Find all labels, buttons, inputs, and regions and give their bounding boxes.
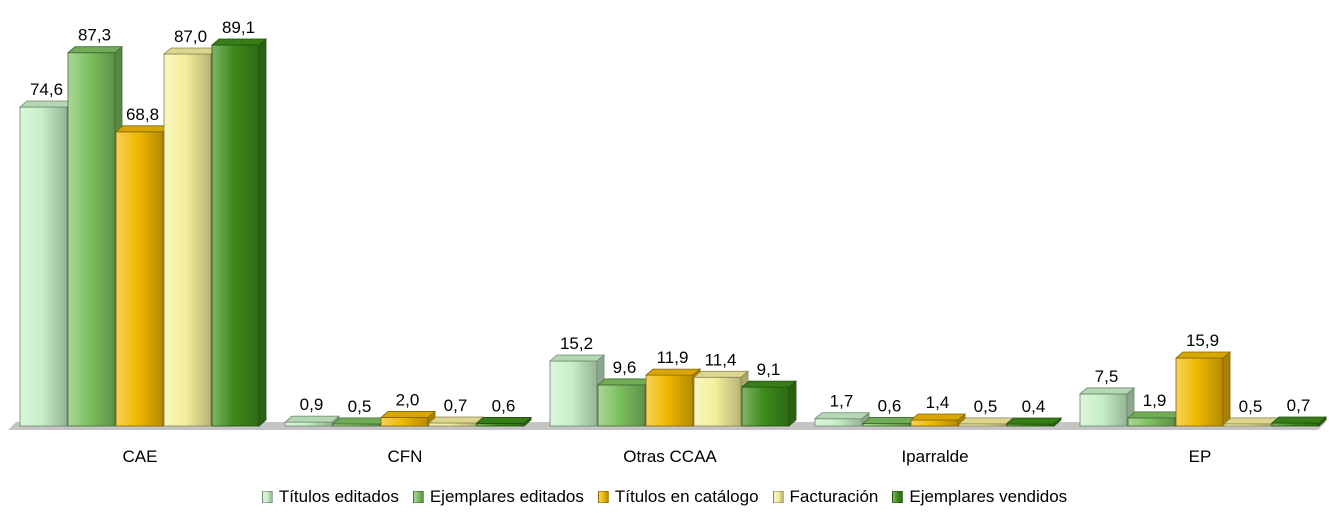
legend-swatch xyxy=(597,491,609,503)
data-label: 0,4 xyxy=(1022,397,1046,416)
bar-iparralde-series-3 xyxy=(957,416,1015,427)
data-label: 68,8 xyxy=(126,105,159,124)
data-labels-group: 74,6 87,3 68,8 87,0 89,1 0,9 0,5 2,0 0,7 0,6 15,2 9… xyxy=(30,18,1310,416)
data-label: 0,6 xyxy=(878,396,902,415)
bar-ep-series-2 xyxy=(1174,351,1232,427)
legend: Títulos editados Ejemplares editados Títul… xyxy=(0,484,1329,510)
legend-label: Ejemplares editados xyxy=(429,487,584,506)
data-label: 9,1 xyxy=(757,360,781,379)
data-label: 11,4 xyxy=(705,350,737,369)
data-label: 0,5 xyxy=(974,397,998,416)
data-label: 1,4 xyxy=(926,393,950,412)
legend-item: Títulos en catálogo xyxy=(597,487,759,507)
data-label: 89,1 xyxy=(222,18,255,37)
data-label: 87,0 xyxy=(174,27,207,46)
legend-swatch xyxy=(892,491,904,503)
data-label: 87,3 xyxy=(78,26,111,45)
data-label: 74,6 xyxy=(30,80,63,99)
bar-cae-series-4 xyxy=(210,38,268,427)
data-label: 15,2 xyxy=(560,334,593,353)
bar-otras-ccaa-series-3 xyxy=(692,370,750,427)
bar-ep-series-4 xyxy=(1270,416,1328,427)
legend-swatch xyxy=(261,491,273,503)
x-axis-labels: CAE CFN Otras CCAA Iparralde EP xyxy=(123,447,1212,466)
legend-label: Facturación xyxy=(789,487,879,506)
x-tick-label: Iparralde xyxy=(901,447,968,466)
bar-cfn-series-2 xyxy=(379,410,437,427)
bar-otras-ccaa-series-2 xyxy=(644,368,702,427)
x-tick-label: EP xyxy=(1189,447,1212,466)
legend-swatch xyxy=(412,491,424,503)
bar-iparralde-series-2 xyxy=(909,413,967,427)
data-label: 0,7 xyxy=(444,396,468,415)
bar-cae-series-0 xyxy=(18,100,76,427)
x-tick-label: CAE xyxy=(123,447,158,466)
data-label: 0,5 xyxy=(1239,397,1263,416)
legend-label: Ejemplares vendidos xyxy=(909,487,1068,506)
bar-iparralde-series-1 xyxy=(861,416,919,427)
data-label: 11,9 xyxy=(657,348,689,367)
bar-ep-series-1 xyxy=(1126,411,1184,427)
data-label: 0,9 xyxy=(300,395,324,414)
bar-iparralde-series-0 xyxy=(813,411,871,427)
data-label: 1,9 xyxy=(1143,391,1167,410)
data-label: 2,0 xyxy=(396,390,420,409)
data-label: 1,7 xyxy=(830,392,854,411)
data-label: 0,6 xyxy=(492,396,516,415)
bar-cae-series-3 xyxy=(162,47,220,427)
bar-otras-ccaa-series-4 xyxy=(740,380,798,427)
x-tick-label: Otras CCAA xyxy=(623,447,717,466)
legend-label: Títulos editados xyxy=(278,487,399,506)
bar-chart: 74,6 87,3 68,8 87,0 89,1 0,9 0,5 2,0 0,7 0,6 15,2 9… xyxy=(8,18,1328,466)
legend-label: Títulos en catálogo xyxy=(614,487,759,506)
bar-cfn-series-0 xyxy=(283,415,341,427)
legend-item: Facturación xyxy=(772,487,879,507)
bar-ep-series-0 xyxy=(1078,387,1136,427)
x-tick-label: CFN xyxy=(388,447,423,466)
legend-swatch xyxy=(772,491,784,503)
data-label: 9,6 xyxy=(613,358,637,377)
legend-item: Ejemplares editados xyxy=(412,487,584,507)
bar-ep-series-3 xyxy=(1222,416,1280,427)
data-label: 0,5 xyxy=(348,397,372,416)
legend-item: Ejemplares vendidos xyxy=(892,487,1067,507)
bars-group xyxy=(18,38,1328,427)
legend-item: Títulos editados xyxy=(261,487,399,507)
bar-cfn-series-4 xyxy=(475,416,533,427)
bar-cae-series-2 xyxy=(114,124,172,427)
data-label: 7,5 xyxy=(1095,367,1119,386)
bar-iparralde-series-4 xyxy=(1005,417,1063,427)
bar-otras-ccaa-series-1 xyxy=(596,378,654,427)
bar-cfn-series-3 xyxy=(427,416,485,427)
bar-cae-series-1 xyxy=(66,45,124,427)
data-label: 15,9 xyxy=(1186,331,1219,350)
bar-cfn-series-1 xyxy=(331,416,389,427)
data-label: 0,7 xyxy=(1287,396,1311,415)
bar-otras-ccaa-series-0 xyxy=(548,354,606,427)
